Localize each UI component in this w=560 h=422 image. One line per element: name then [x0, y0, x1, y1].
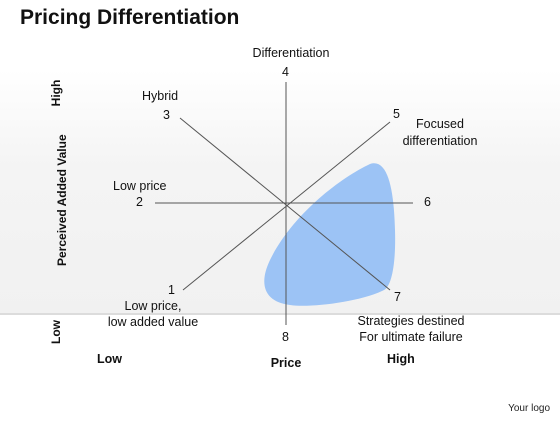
axis-line-3-7: [179, 117, 391, 291]
point-5-number: 5: [393, 107, 400, 121]
x-axis-label: Price: [270, 356, 302, 370]
failure-region: [264, 163, 396, 306]
point-1-number: 1: [168, 283, 175, 297]
point-8-number: 8: [282, 330, 289, 344]
y-axis-low-label: Low: [49, 320, 63, 344]
y-axis-label: Perceived Added Value: [55, 134, 69, 266]
point-2-number: 2: [136, 195, 143, 209]
point-6-number: 6: [424, 195, 431, 209]
axis-line-1-5: [182, 121, 391, 291]
background-bottom: [0, 313, 560, 422]
x-axis-high-label: High: [387, 352, 415, 366]
y-axis-high-label: High: [49, 79, 63, 107]
point-3-number: 3: [163, 108, 170, 122]
background-top: [0, 0, 560, 70]
point-1-label: Low price, low added value: [107, 299, 199, 329]
point-7-label: Strategies destined For ultimate failure: [357, 314, 465, 344]
x-axis-low-label: Low: [97, 352, 122, 366]
point-2-label: Low price: [113, 179, 167, 193]
point-4-number: 4: [282, 65, 289, 79]
point-7-number: 7: [394, 290, 401, 304]
page-title: Pricing Differentiation: [20, 6, 240, 29]
point-5-label: Focused differentiation: [402, 117, 478, 148]
logo-text: Your logo: [508, 403, 550, 414]
point-4-label: Differentiation: [252, 46, 330, 60]
point-3-label: Hybrid: [142, 89, 179, 103]
